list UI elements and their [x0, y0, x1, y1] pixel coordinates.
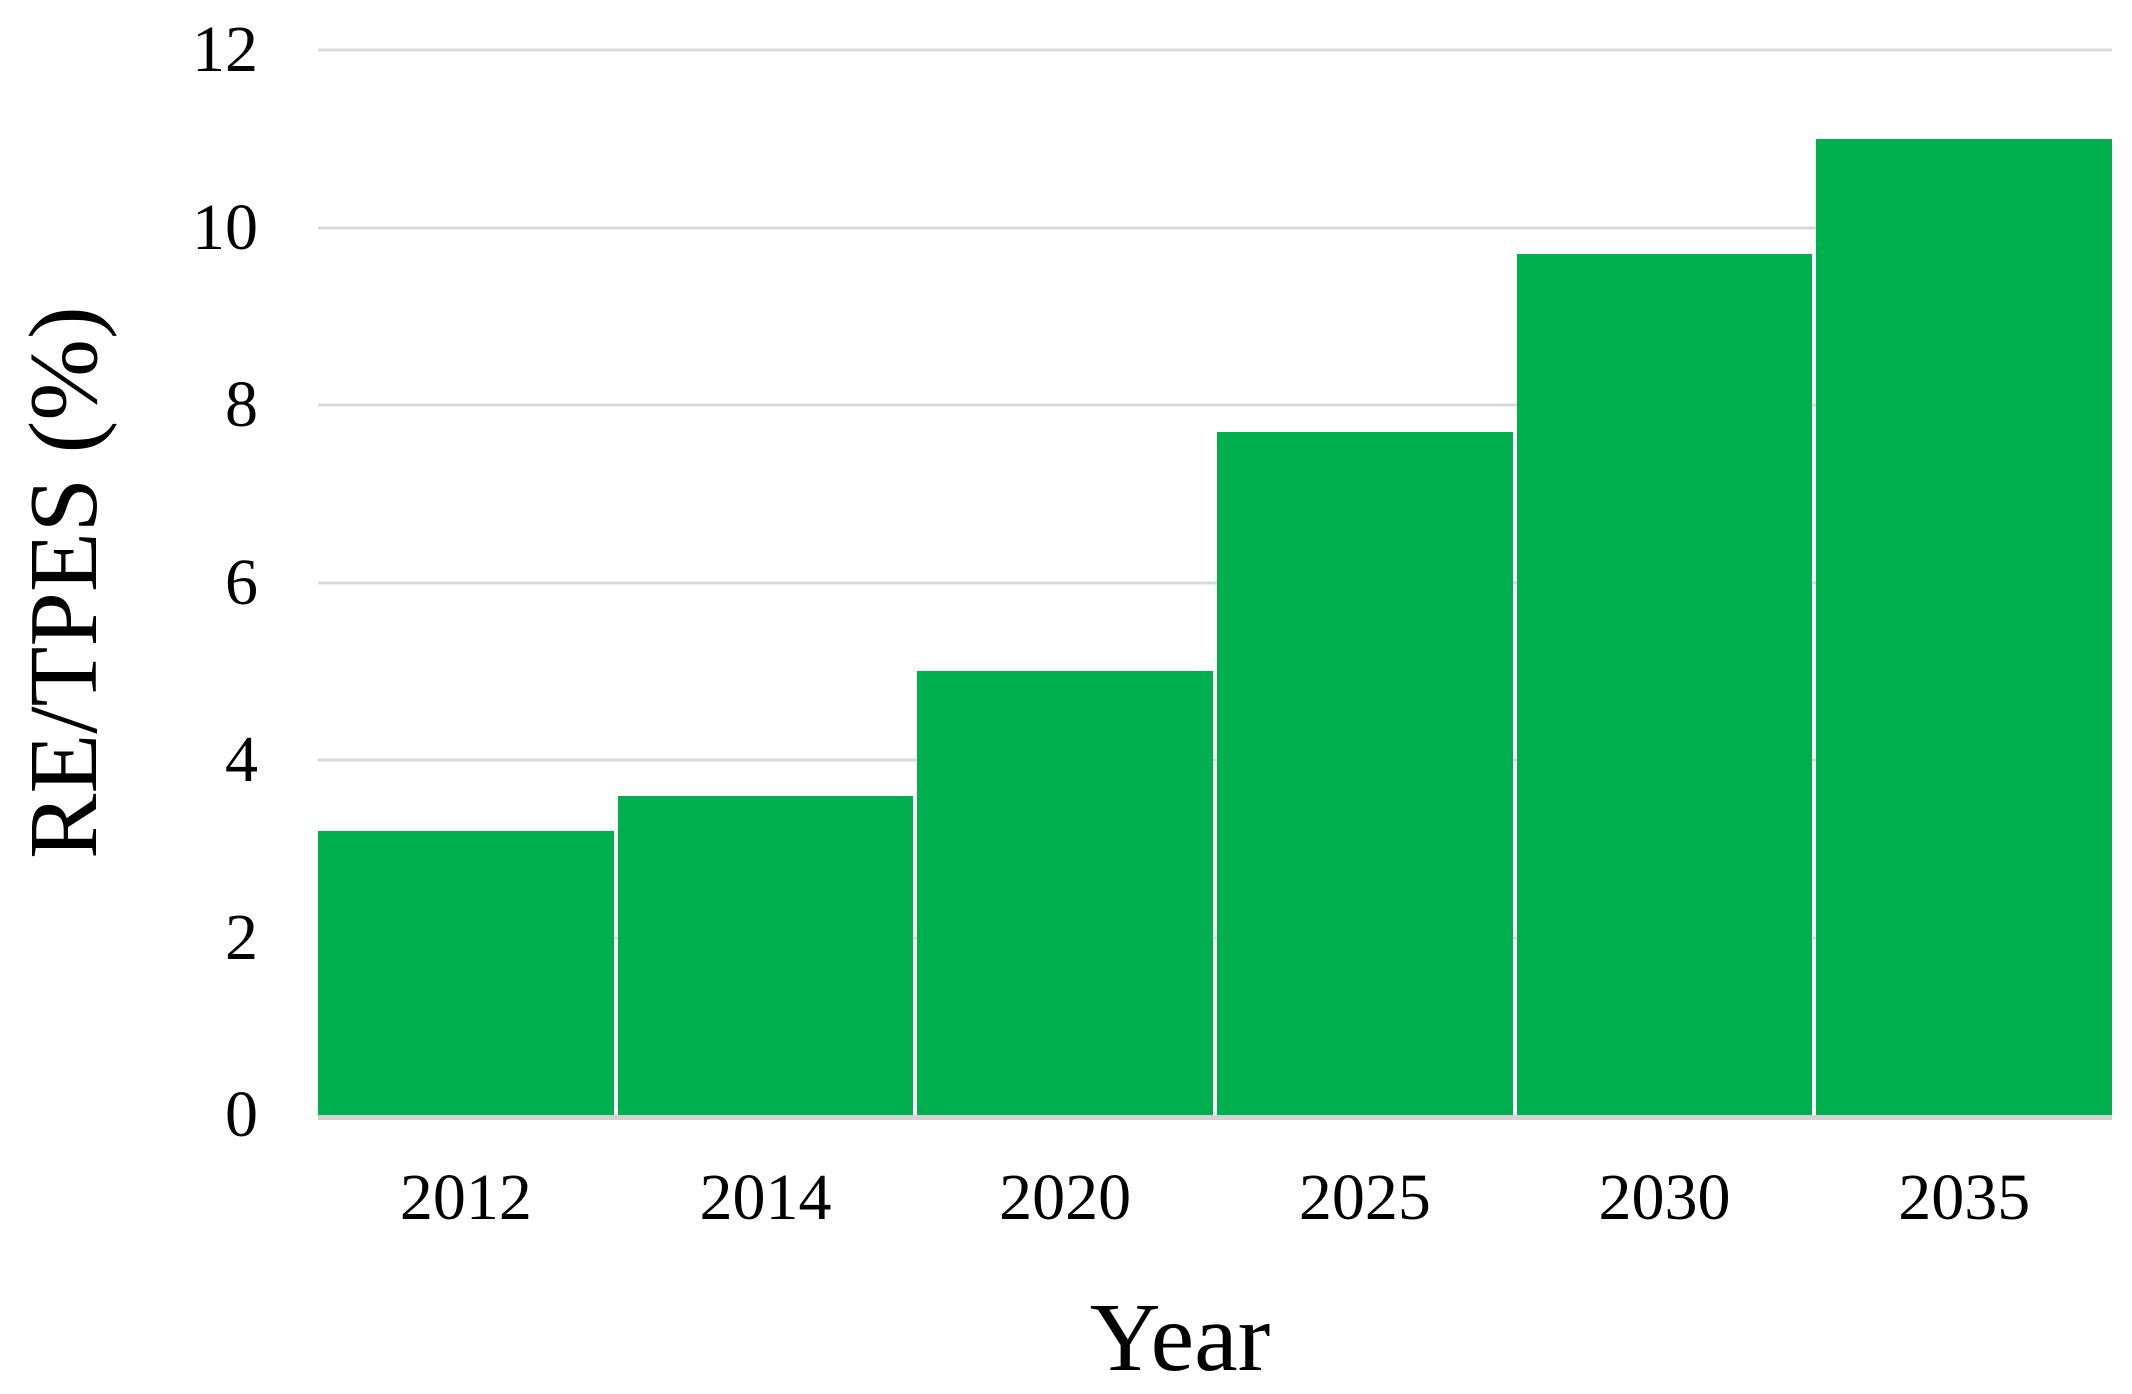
x-tick-label-2012: 2012	[399, 1161, 532, 1234]
gridline-6	[318, 581, 2112, 584]
bar-2025	[1217, 431, 1513, 1115]
y-tick-label-8: 8	[225, 368, 258, 441]
y-tick-label-12: 12	[192, 13, 258, 86]
gridlines	[318, 48, 2112, 1115]
bar-2014	[617, 795, 914, 1115]
x-axis-tick-labels: 2012 2014 2020 2025 2030 2035	[318, 1161, 2112, 1235]
y-tick-label-4: 4	[225, 723, 258, 796]
bar-2012	[318, 831, 614, 1115]
x-tick-label-2014: 2014	[699, 1161, 832, 1234]
bar-2030	[1516, 254, 1813, 1115]
y-tick-label-10: 10	[192, 190, 258, 264]
bar-2020	[917, 671, 1214, 1115]
gridline-8	[318, 403, 2112, 407]
x-tick-label-2035: 2035	[1898, 1161, 2031, 1234]
y-tick-label-0: 0	[225, 1078, 258, 1151]
gridline-10	[318, 226, 2112, 229]
x-axis-title: Year	[1089, 1284, 1271, 1392]
y-tick-label-2: 2	[225, 900, 258, 974]
x-tick-label-2030: 2030	[1598, 1161, 1731, 1234]
x-tick-label-2020: 2020	[999, 1161, 1132, 1234]
bar-2035	[1816, 138, 2113, 1115]
gridline-4	[318, 758, 2112, 762]
x-tick-label-2025: 2025	[1298, 1161, 1431, 1234]
y-tick-label-6: 6	[225, 545, 258, 619]
bars	[318, 50, 2113, 1115]
y-axis-tick-labels: 0 2 4 6 8 10 12	[0, 17, 258, 1148]
plot-area	[318, 48, 2113, 1120]
gridline-12	[318, 48, 2112, 52]
gridline-2	[318, 936, 2112, 939]
